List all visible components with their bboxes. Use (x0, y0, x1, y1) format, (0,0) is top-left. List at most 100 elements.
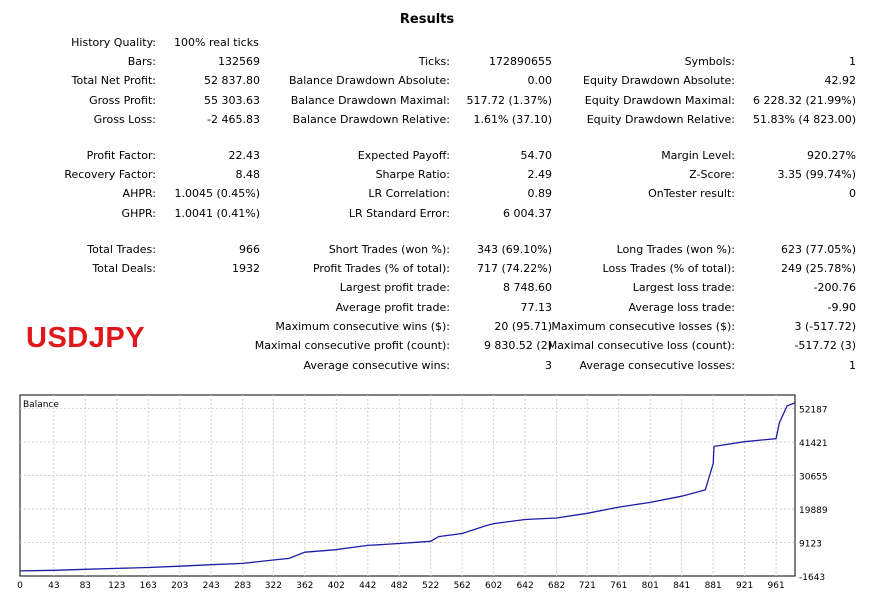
history-quality-label: History Quality: (71, 36, 156, 49)
x-tick-label: 921 (736, 581, 753, 591)
stat-label: Profit Factor: (86, 149, 156, 162)
stat-label: Bars: (127, 55, 156, 68)
stat-label: Symbols: (684, 55, 735, 68)
stat-value: 54.70 (520, 149, 553, 162)
stat-value: -9.90 (827, 301, 856, 314)
stat-value: 2.49 (527, 168, 553, 181)
stat-value: 3.35 (99.74%) (777, 168, 856, 181)
stat-value: 51.83% (4 823.00) (752, 113, 856, 126)
stat-value: 1 (849, 55, 856, 68)
x-tick-label: 602 (485, 581, 502, 591)
stat-label: Balance Drawdown Relative: (292, 113, 450, 126)
stat-label: Expected Payoff: (357, 149, 450, 162)
x-tick-label: 442 (359, 581, 376, 591)
stat-value: -200.76 (813, 281, 856, 294)
stat-value: 3 (545, 359, 552, 372)
stat-value: 3 (-517.72) (794, 320, 856, 333)
stat-label: Ticks: (418, 55, 450, 68)
y-tick-label: 9123 (799, 539, 822, 549)
x-tick-label: 522 (422, 581, 439, 591)
stat-value: 1 (849, 359, 856, 372)
stat-value: -517.72 (3) (794, 339, 856, 352)
stat-label: LR Standard Error: (348, 207, 450, 220)
balance-chart-container: 0 43 83 123 163 203 243 283 322 362 402 442 482 522 56… (0, 388, 879, 600)
stat-value: 0 (849, 187, 856, 200)
stat-label: Gross Profit: (89, 94, 156, 107)
stat-label: Gross Loss: (93, 113, 156, 126)
y-tick-label: 19889 (799, 506, 828, 516)
stat-label: Equity Drawdown Relative: (586, 113, 735, 126)
stat-label: Maximum consecutive wins ($): (275, 320, 450, 333)
x-tick-label: 203 (171, 581, 188, 591)
x-tick-label: 402 (328, 581, 345, 591)
x-tick-label: 362 (296, 581, 313, 591)
x-tick-label: 721 (579, 581, 596, 591)
stat-label: Maximum consecutive losses ($): (551, 320, 735, 333)
stat-label: Largest loss trade: (632, 281, 735, 294)
stat-value: 20 (95.71) (494, 320, 552, 333)
balance-chart: 0 43 83 123 163 203 243 283 322 362 402 442 482 522 56… (17, 394, 828, 591)
x-tick-label: 801 (642, 581, 659, 591)
x-tick-label: 83 (80, 581, 91, 591)
stat-value: 42.92 (824, 74, 857, 87)
stat-value: 8 748.60 (503, 281, 552, 294)
x-tick-label: 322 (265, 581, 282, 591)
stat-label: Profit Trades (% of total): (312, 262, 450, 275)
results-title: Results (399, 12, 455, 27)
stat-label: OnTester result: (648, 187, 735, 200)
stat-label: Average consecutive wins: (303, 359, 450, 372)
stat-value: 132569 (218, 55, 260, 68)
stat-value: 22.43 (228, 149, 261, 162)
stat-label: Total Net Profit: (71, 74, 156, 87)
x-tick-label: 682 (548, 581, 565, 591)
stat-value: 249 (25.78%) (780, 262, 856, 275)
stat-label: Average consecutive losses: (579, 359, 735, 372)
stat-value: 1.0041 (0.41%) (174, 207, 260, 220)
stat-label: Balance Drawdown Maximal: (290, 94, 450, 107)
x-tick-label: 243 (203, 581, 220, 591)
stat-label: GHPR: (121, 207, 156, 220)
x-tick-label: 562 (454, 581, 471, 591)
stat-label: Balance Drawdown Absolute: (288, 74, 450, 87)
stat-label: Margin Level: (661, 149, 735, 162)
balance-line (19, 402, 796, 572)
stat-value: 920.27% (807, 149, 856, 162)
stat-label: Loss Trades (% of total): (602, 262, 735, 275)
stat-label: Average loss trade: (628, 301, 735, 314)
stat-label: Sharpe Ratio: (375, 168, 450, 181)
x-tick-label: 761 (610, 581, 627, 591)
stat-value: 623 (77.05%) (780, 243, 856, 256)
x-tick-label: 43 (48, 581, 59, 591)
stat-label: LR Correlation: (368, 187, 450, 200)
y-tick-label: 30655 (799, 472, 828, 482)
x-tick-label: 163 (140, 581, 157, 591)
stat-label: Equity Drawdown Absolute: (583, 74, 735, 87)
stat-label: Short Trades (won %): (328, 243, 450, 256)
chart-title: Balance (23, 400, 59, 410)
stat-label: Maximal consecutive loss (count): (547, 339, 735, 352)
x-tick-label: 961 (768, 581, 785, 591)
stat-label: Equity Drawdown Maximal: (584, 94, 735, 107)
chart-frame (19, 394, 796, 577)
stat-value: 0.89 (527, 187, 553, 200)
stat-value: 517.72 (1.37%) (466, 94, 552, 107)
stat-value: 1.61% (37.10) (473, 113, 552, 126)
stat-label: Total Deals: (92, 262, 156, 275)
x-tick-label: 283 (234, 581, 251, 591)
stat-value: 55 303.63 (204, 94, 260, 107)
stat-value: 6 004.37 (503, 207, 552, 220)
x-tick-label: 642 (517, 581, 534, 591)
stat-value: 8.48 (235, 168, 261, 181)
history-quality-value: 100% real ticks (174, 36, 259, 49)
x-tick-label: 482 (391, 581, 408, 591)
stat-value: 966 (239, 243, 260, 256)
stat-value: 172890655 (489, 55, 552, 68)
stat-label: Average profit trade: (335, 301, 450, 314)
x-tick-label: 881 (705, 581, 722, 591)
stat-label: Total Trades: (87, 243, 156, 256)
x-tick-label: 841 (673, 581, 690, 591)
stat-label: AHPR: (122, 187, 156, 200)
y-tick-label: 41421 (799, 439, 828, 449)
stat-value: -2 465.83 (207, 113, 260, 126)
stat-label: Recovery Factor: (64, 168, 156, 181)
